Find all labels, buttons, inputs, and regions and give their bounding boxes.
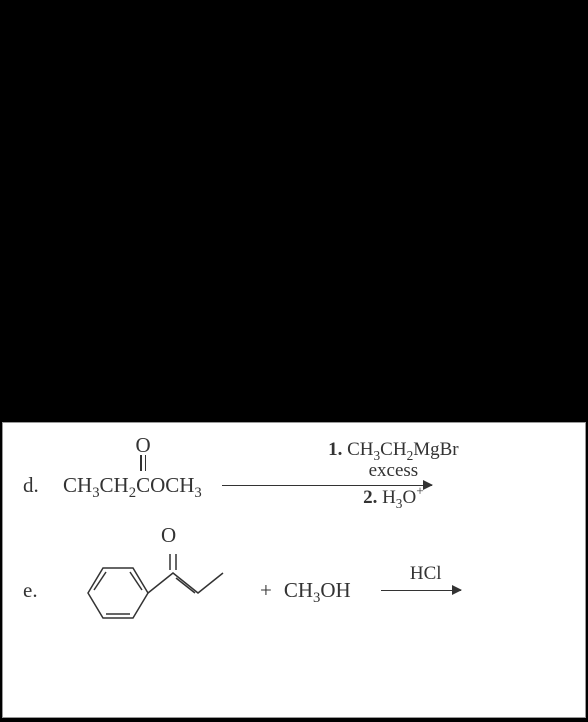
cond-d-line1: 1. CH3CH2MgBr [222,440,565,461]
arrow-e: HCl [381,590,471,591]
carbonyl-d: OC [136,473,150,498]
structure-e: O [68,548,233,633]
reactant-d-left: CH3CH2 [63,473,136,497]
cond-e-above: HCl [381,564,471,585]
reactant-d: CH3CH2OCOCH3 [63,473,202,498]
methanol: CH3OH [284,578,351,603]
arrow-line-e [381,590,461,591]
cond-d-line2: excess [222,461,565,482]
conditions-below-d: 2. H3O+ [222,487,565,509]
arrow-d: 1. CH3CH2MgBr excess 2. H3O+ [222,485,565,486]
side-chain [148,573,223,593]
plus-sign: + [260,578,272,603]
conditions-above-d: 1. CH3CH2MgBr excess [222,440,565,482]
reactant-d-right: OCH3 [150,473,202,497]
benzene-ring [88,568,148,618]
reaction-panel: d. CH3CH2OCOCH3 1. CH3CH2MgBr excess 2. … [2,422,586,718]
label-e: e. [23,578,63,603]
black-region [0,0,588,422]
carbonyl-o-e: O [161,523,176,548]
reaction-e: e. [23,548,565,633]
phenyl-enone-svg [68,548,233,628]
arrow-line-d [222,485,432,486]
reaction-d: d. CH3CH2OCOCH3 1. CH3CH2MgBr excess 2. … [23,473,565,498]
label-d: d. [23,473,63,498]
